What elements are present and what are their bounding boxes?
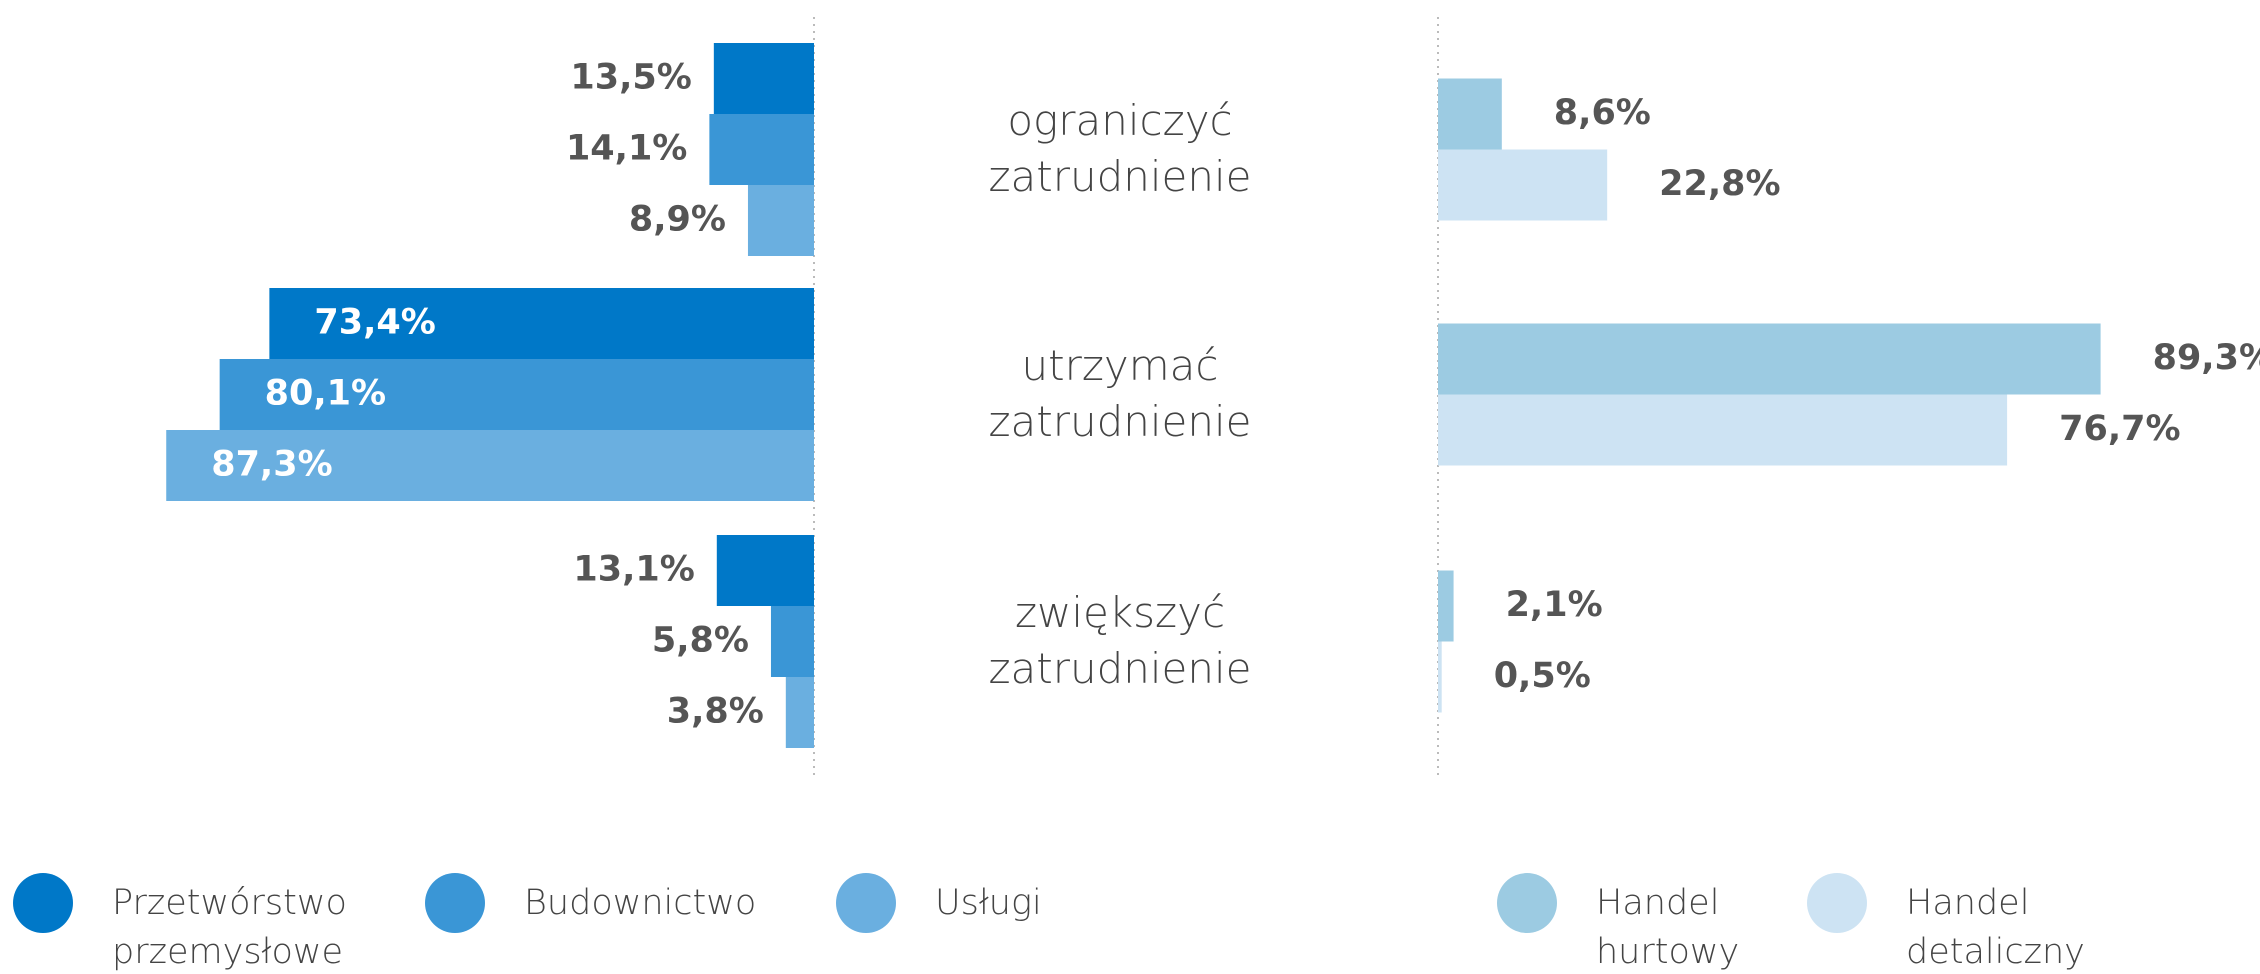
legend-swatch xyxy=(13,873,73,933)
bar xyxy=(1438,149,1608,221)
value-label: 5,8% xyxy=(652,621,749,661)
category-label: zwiększyć zatrudnienie xyxy=(988,588,1252,693)
legend-label: Handel hurtowy xyxy=(1596,883,1740,972)
bar xyxy=(1438,394,2008,466)
category-label: utrzymać zatrudnienie xyxy=(988,341,1252,446)
bar xyxy=(713,43,814,114)
value-label: 89,3% xyxy=(2153,338,2260,378)
value-label: 13,5% xyxy=(570,58,691,98)
legend-swatch xyxy=(836,873,896,933)
bar xyxy=(785,677,814,748)
bar xyxy=(1438,78,1502,150)
value-label: 14,1% xyxy=(566,129,687,169)
legend-swatch xyxy=(1807,873,1867,933)
value-label: 8,6% xyxy=(1554,93,1651,133)
bar xyxy=(166,430,814,501)
legend-label: Przetwórstwo przemysłowe xyxy=(112,883,347,972)
value-label: 3,8% xyxy=(667,692,764,732)
bar xyxy=(1438,641,1442,713)
value-label: 0,5% xyxy=(1494,656,1591,696)
legend-swatch xyxy=(1497,873,1557,933)
value-label: 8,9% xyxy=(629,200,726,240)
bar xyxy=(709,114,814,185)
category-label: ograniczyć zatrudnienie xyxy=(988,96,1252,201)
value-label: 87,3% xyxy=(211,445,332,485)
legend-label: Budownictwo xyxy=(524,883,757,923)
value-label: 2,1% xyxy=(1506,585,1603,625)
bar xyxy=(269,288,814,359)
value-label: 76,7% xyxy=(2059,409,2180,449)
bar xyxy=(219,359,814,430)
value-label: 22,8% xyxy=(1659,164,1780,204)
value-label: 80,1% xyxy=(265,374,386,414)
bar xyxy=(747,185,814,256)
legend-label: Usługi xyxy=(935,883,1042,923)
legend-label: Handel detaliczny xyxy=(1906,883,2085,972)
legend-swatch xyxy=(425,873,485,933)
bar xyxy=(1438,570,1454,642)
bar xyxy=(716,535,814,606)
bar xyxy=(1438,323,2101,395)
value-label: 13,1% xyxy=(573,550,694,590)
value-label: 73,4% xyxy=(314,303,435,343)
bar xyxy=(770,606,814,677)
